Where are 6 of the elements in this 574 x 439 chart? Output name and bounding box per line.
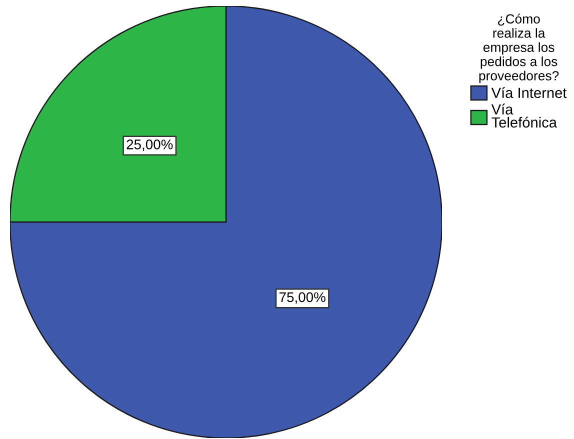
legend-title: ¿Cómo realiza la empresa los pedidos a los proveedores?	[479, 14, 559, 84]
data-label: 25,00%	[126, 140, 173, 151]
pie-slice	[10, 6, 442, 438]
data-label: 75,00%	[280, 292, 326, 304]
legend-label: Vía Internet	[491, 87, 567, 98]
legend-label: Vía Telefónica	[491, 104, 557, 128]
